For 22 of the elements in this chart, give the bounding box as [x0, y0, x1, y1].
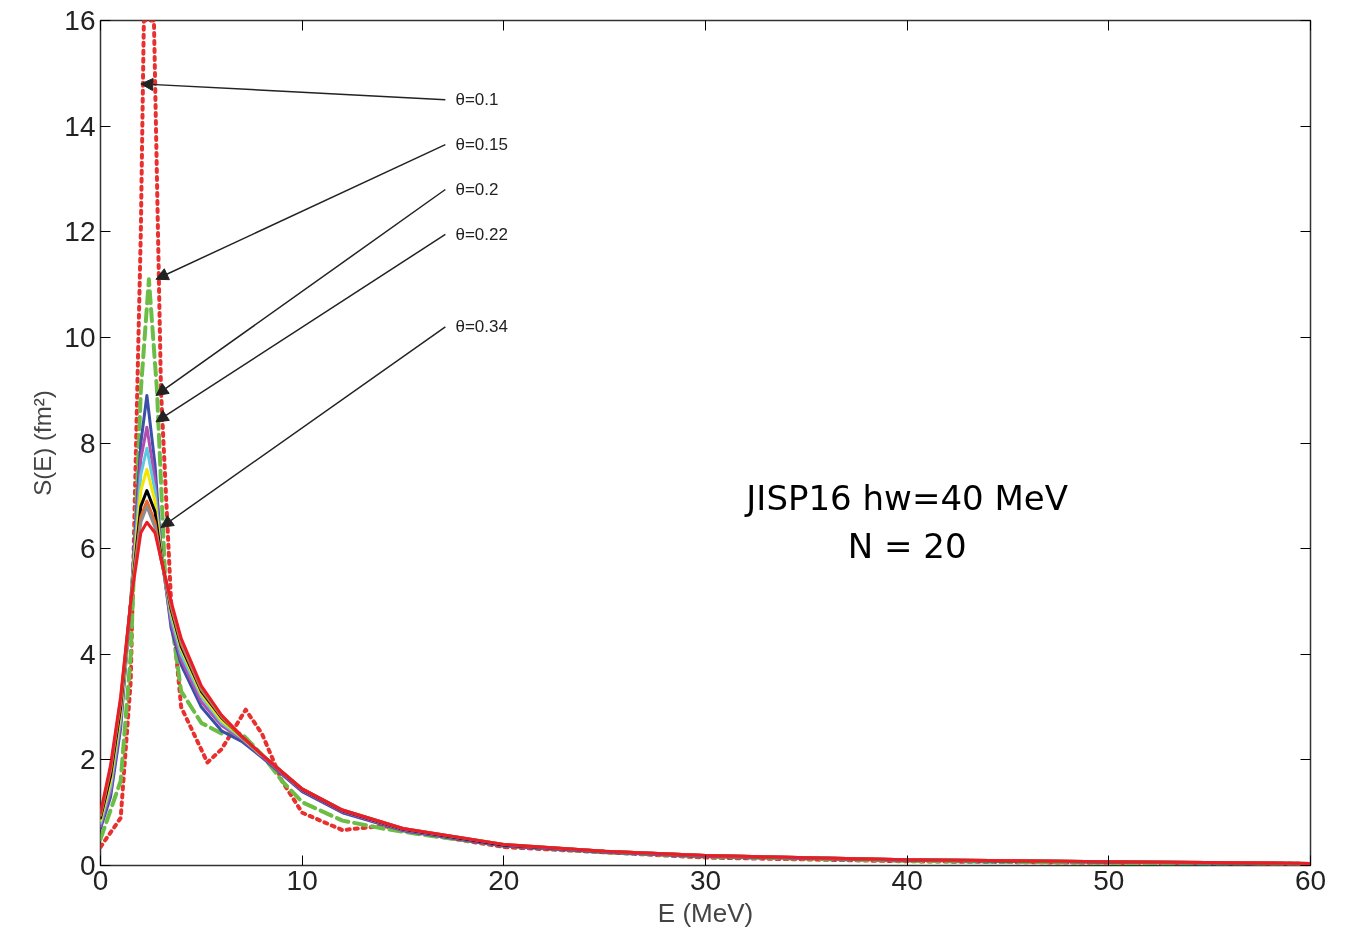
x-tick-label: 40	[891, 864, 923, 896]
x-tick-label: 20	[488, 864, 520, 896]
x-tick-label: 10	[286, 864, 318, 896]
y-tick-label: 10	[64, 321, 96, 353]
y-tick-label: 16	[64, 5, 96, 36]
annotation: θ=0.2	[455, 180, 499, 199]
annotation: θ=0.15	[455, 135, 508, 155]
y-axis-title: S(E) (fm²)	[29, 390, 57, 496]
annotation: θ=0.34	[455, 317, 508, 337]
y-tick-label: 6	[79, 533, 96, 565]
annotation: JISP16 hw=40 MeV N = 20	[744, 478, 1068, 567]
y-tick-label: 8	[79, 427, 96, 459]
annotation: θ=0.22	[455, 224, 508, 244]
x-tick-label: 30	[689, 864, 722, 896]
annotation: θ=0.1	[455, 90, 499, 110]
y-tick-label: 12	[64, 216, 96, 248]
y-tick-label: 2	[79, 744, 96, 776]
y-tick-label: 14	[64, 110, 96, 142]
x-tick-label: 50	[1093, 864, 1125, 896]
x-tick-label: 60	[1294, 864, 1327, 896]
y-tick-label: 4	[79, 638, 96, 670]
x-axis-title: E (MeV)	[657, 897, 754, 928]
